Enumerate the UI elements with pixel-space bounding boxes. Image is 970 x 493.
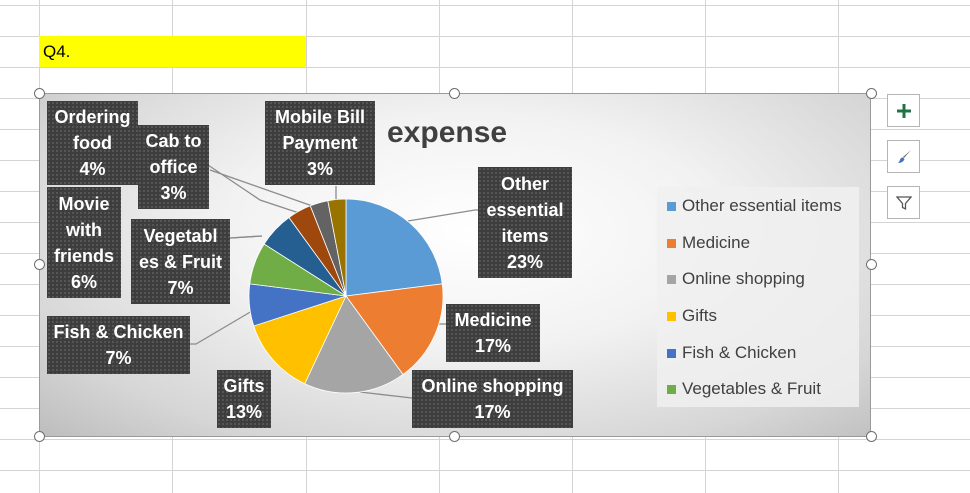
label-percent: 7% — [105, 348, 132, 368]
chart-title: expense — [387, 116, 508, 149]
data-label-gifts[interactable]: Gifts 13% — [217, 370, 271, 428]
data-label-online-shopping[interactable]: Online shopping 17% — [412, 370, 573, 428]
label-line: Payment — [282, 133, 358, 153]
legend-item: Fish & Chicken — [667, 341, 796, 365]
label-percent: 17% — [474, 402, 511, 422]
label-line: Fish & Chicken — [53, 322, 184, 342]
label-percent: 3% — [306, 159, 333, 179]
pie-slice-gifts[interactable] — [253, 295, 347, 385]
legend-swatch — [667, 238, 676, 248]
legend-label: Vegetables & Fruit — [682, 379, 821, 398]
label-percent: 17% — [474, 336, 512, 356]
label-line: Online shopping — [421, 376, 564, 396]
data-label-medicine[interactable]: Medicine 17% — [446, 304, 540, 362]
label-line: essential — [486, 199, 564, 220]
label-line: items — [501, 225, 549, 246]
label-percent: 23% — [506, 251, 544, 272]
legend-label: Fish & Chicken — [682, 343, 797, 362]
legend-swatch — [667, 274, 676, 284]
leader-line-fish — [190, 310, 253, 345]
label-line: office — [149, 157, 198, 177]
leader-line-ordering — [207, 164, 306, 216]
cell-q4[interactable]: Q4. — [39, 36, 306, 67]
legend-swatch — [667, 201, 676, 211]
leader-line-cab — [209, 169, 319, 209]
resize-handle-top[interactable] — [449, 88, 460, 99]
legend-item: Vegetables & Fruit — [667, 377, 821, 401]
leader-line-other — [407, 209, 486, 222]
label-line: with — [66, 219, 102, 240]
brush-icon — [897, 149, 911, 163]
leader-line-movie — [229, 235, 263, 239]
pie-slice-online-shopping[interactable] — [304, 295, 404, 394]
label-percent: 3% — [160, 183, 187, 203]
resize-handle-top-left[interactable] — [34, 88, 45, 99]
legend-label: Medicine — [682, 233, 751, 252]
resize-handle-bottom-right[interactable] — [866, 431, 877, 442]
legend-item: Gifts — [667, 304, 717, 328]
resize-handle-top-right[interactable] — [866, 88, 877, 99]
data-label-ordering-food[interactable]: Ordering food 4% — [47, 101, 138, 185]
legend-label: Online shopping — [682, 269, 805, 288]
legend-item: Medicine — [667, 231, 750, 255]
resize-handle-bottom[interactable] — [449, 431, 460, 442]
filter-icon — [895, 195, 912, 210]
chart-styles-button[interactable] — [887, 140, 920, 173]
data-label-other-essential[interactable]: Other essential items 23% — [478, 167, 572, 278]
label-line: Gifts — [223, 376, 265, 396]
label-line: Movie — [58, 193, 110, 214]
label-line: Cab to — [145, 131, 202, 151]
pie-slice-mobile-bill-payment[interactable] — [327, 198, 347, 297]
label-percent: 6% — [70, 271, 97, 292]
resize-handle-left[interactable] — [34, 259, 45, 270]
legend-item: Online shopping — [667, 267, 805, 291]
legend-item: Other essential items — [667, 194, 842, 218]
legend-label: Gifts — [682, 306, 717, 325]
label-line: food — [73, 133, 112, 153]
pie-slice-other-essential-items[interactable] — [345, 198, 443, 297]
label-line: Mobile Bill — [275, 107, 365, 127]
chart-legend[interactable]: Other essential items Medicine Online sh… — [657, 187, 859, 407]
data-label-fish-chicken[interactable]: Fish & Chicken 7% — [47, 316, 190, 374]
label-line: Ordering — [54, 107, 131, 127]
legend-swatch — [667, 311, 676, 321]
data-label-mobile-bill[interactable]: Mobile Bill Payment 3% — [265, 101, 375, 185]
label-percent: 13% — [225, 402, 263, 422]
label-percent: 7% — [167, 277, 194, 298]
pie-slice-medicine[interactable] — [345, 283, 444, 376]
data-label-vegetables-fruit[interactable]: Vegetabl es & Fruit 7% — [131, 219, 230, 304]
legend-swatch — [667, 384, 676, 394]
data-label-movie-friends[interactable]: Movie with friends 6% — [47, 187, 121, 298]
label-line: es & Fruit — [138, 251, 222, 272]
label-line: friends — [53, 245, 114, 266]
chart-elements-button[interactable] — [887, 94, 920, 127]
chart-filters-button[interactable] — [887, 186, 920, 219]
legend-swatch — [667, 348, 676, 358]
plus-icon — [896, 103, 911, 118]
leader-line-online — [359, 391, 413, 399]
resize-handle-bottom-left[interactable] — [34, 431, 45, 442]
legend-label: Other essential items — [682, 196, 842, 215]
label-line: Vegetabl — [143, 225, 218, 246]
data-label-cab-office[interactable]: Cab to office 3% — [138, 125, 209, 209]
label-line: Medicine — [454, 310, 532, 330]
label-line: Other — [500, 173, 549, 194]
label-percent: 4% — [79, 159, 106, 179]
resize-handle-right[interactable] — [866, 259, 877, 270]
